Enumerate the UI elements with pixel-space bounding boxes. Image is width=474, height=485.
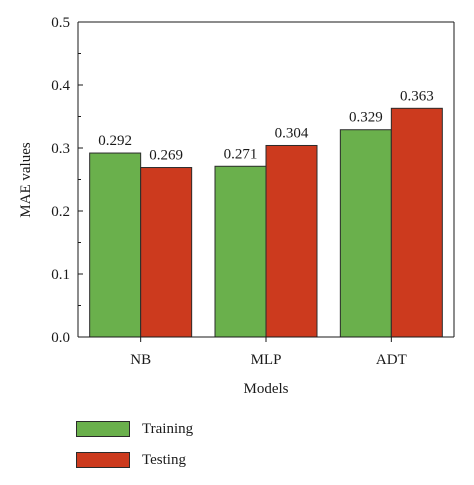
legend-swatch-testing [76,452,130,468]
bar-testing-mlp [265,144,318,338]
bar-training-adt [339,129,392,338]
y-ticks-group: 0.0 0.1 0.2 0.3 0.4 0.5 [51,15,83,346]
legend-swatch-training [76,421,130,437]
data-label-training-mlp: 0.271 [224,146,258,162]
bar-testing-nb [140,167,193,338]
bar-training-mlp [214,165,267,338]
y-tick-label: 0.2 [51,204,70,220]
bars-group [89,107,443,338]
x-tick-label-nb: NB [130,352,151,368]
x-tick-label-adt: ADT [376,352,407,368]
legend-label-testing: Testing [142,451,186,468]
x-axis-label: Models [244,381,289,397]
legend-label-training: Training [142,420,194,437]
legend: Training Testing [76,416,276,476]
data-label-testing-mlp: 0.304 [275,125,309,141]
y-axis-label: MAE values [18,142,34,218]
data-label-training-adt: 0.329 [349,110,383,126]
y-tick-label: 0.5 [51,15,70,31]
y-tick-label: 0.1 [51,267,70,283]
bar-testing-adt [390,107,443,338]
y-tick-label: 0.3 [51,141,70,157]
x-tick-label-mlp: MLP [251,352,282,368]
data-label-testing-nb: 0.269 [149,148,183,164]
y-tick-label: 0.0 [51,330,70,346]
data-label-training-nb: 0.292 [98,133,132,149]
legend-item-testing: Testing [76,451,186,469]
y-tick-label: 0.4 [51,78,70,94]
value-labels-group: 0.292 0.269 0.271 0.304 0.329 0.363 [98,88,433,163]
legend-item-training: Training [76,420,193,438]
data-label-testing-adt: 0.363 [400,88,434,104]
x-ticks-group: NB MLP ADT [130,337,407,368]
bar-training-nb [89,152,142,338]
